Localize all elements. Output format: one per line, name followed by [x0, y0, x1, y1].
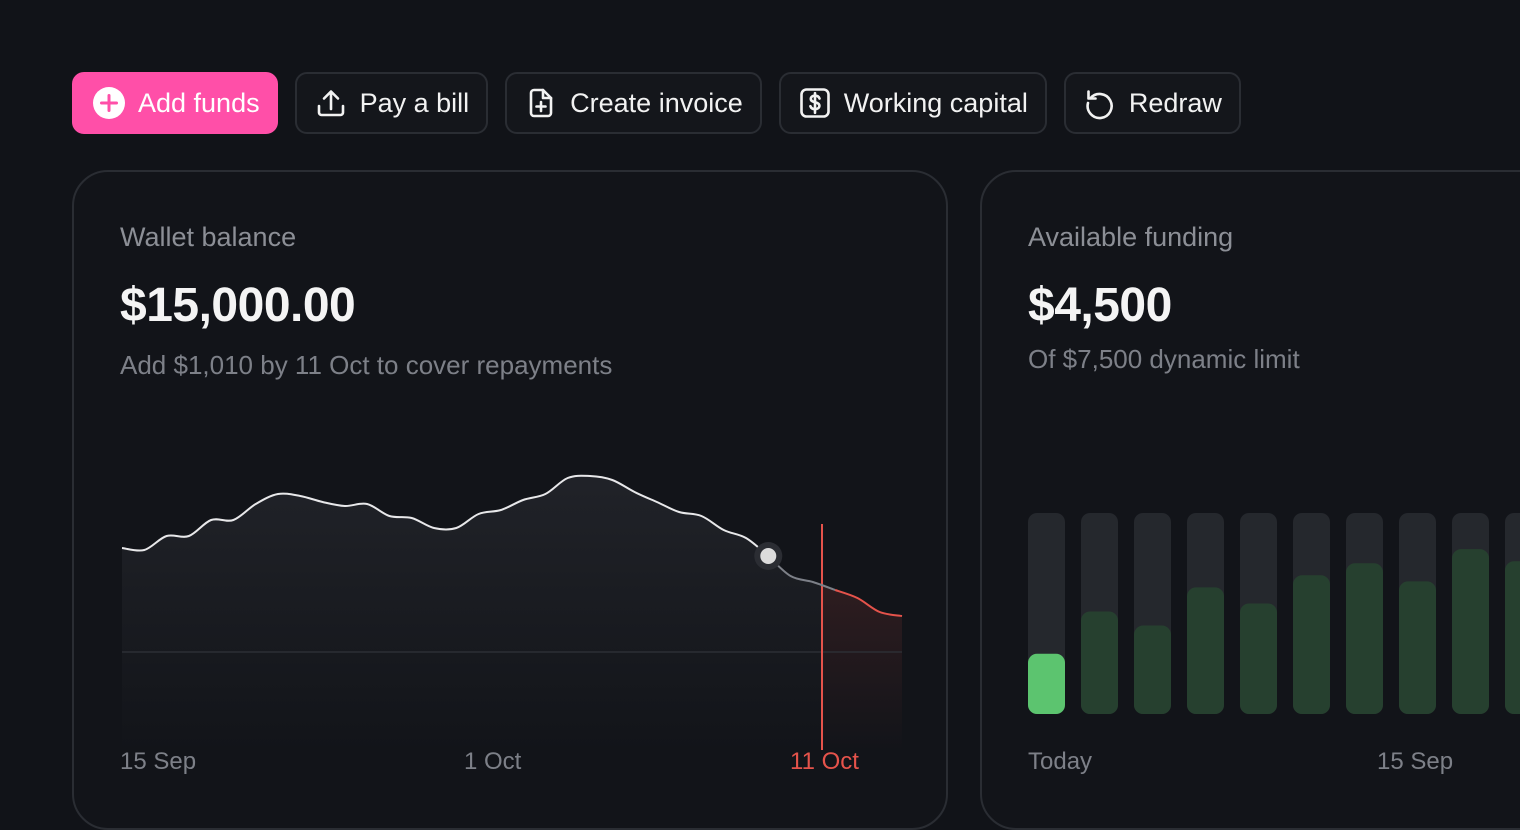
wallet-balance-subtitle: Add $1,010 by 11 Oct to cover repayments: [120, 350, 613, 380]
redraw-label: Redraw: [1128, 87, 1222, 118]
working-capital-label: Working capital: [843, 87, 1028, 118]
available-funding-subtitle: Of $7,500 dynamic limit: [1028, 344, 1300, 374]
wallet-balance-card: Wallet balance $15,000.00 Add $1,010 by …: [72, 170, 948, 830]
add-funds-label: Add funds: [138, 87, 260, 118]
plus-circle-icon: [93, 87, 125, 119]
document-plus-icon: [529, 88, 553, 118]
x-axis-label-start: 15 Sep: [120, 748, 197, 775]
available-funding-amount: $4,500: [1028, 279, 1172, 332]
balance-area: [122, 475, 822, 752]
wallet-balance-label: Wallet balance: [120, 222, 297, 252]
funding-bar: [1399, 581, 1436, 714]
add-funds-button[interactable]: Add funds: [72, 72, 278, 134]
funding-bar-today: [1028, 653, 1065, 714]
working-capital-button[interactable]: Working capital: [778, 72, 1047, 134]
pay-a-bill-button[interactable]: Pay a bill: [294, 72, 489, 134]
x-axis-label-due: 11 Oct: [790, 748, 859, 775]
create-invoice-label: Create invoice: [570, 87, 743, 118]
funding-bar: [1240, 603, 1277, 714]
danger-area: [822, 585, 902, 752]
bar-axis-label-mid: 15 Sep: [1377, 748, 1454, 775]
current-point: [760, 548, 777, 564]
funding-bar: [1081, 611, 1118, 714]
funding-bar: [1505, 561, 1520, 714]
funding-bar: [1452, 549, 1489, 714]
funding-bar: [1134, 625, 1171, 714]
balance-line-overdue: [834, 589, 903, 617]
dollar-square-icon: [799, 88, 830, 118]
bar-axis-label-start: Today: [1028, 748, 1093, 775]
funding-bar: [1346, 563, 1383, 714]
balance-line-past: [121, 474, 769, 557]
create-invoice-button[interactable]: Create invoice: [505, 72, 762, 134]
action-toolbar: Add funds Pay a bill Create invoice Work…: [72, 72, 1241, 134]
available-funding-card: Available funding $4,500 Of $7,500 dynam…: [980, 170, 1520, 830]
available-funding-label: Available funding: [1028, 222, 1234, 252]
wallet-balance-amount: $15,000.00: [120, 279, 356, 332]
funding-bar: [1187, 587, 1224, 714]
pay-a-bill-label: Pay a bill: [359, 87, 470, 118]
x-axis-label-mid: 1 Oct: [464, 748, 522, 775]
redraw-button[interactable]: Redraw: [1063, 72, 1241, 134]
upload-icon: [317, 90, 344, 117]
funding-bar: [1293, 575, 1330, 714]
funding-bar-chart: [1028, 513, 1520, 714]
wallet-balance-chart: [121, 474, 903, 752]
redraw-icon: [1086, 90, 1113, 120]
